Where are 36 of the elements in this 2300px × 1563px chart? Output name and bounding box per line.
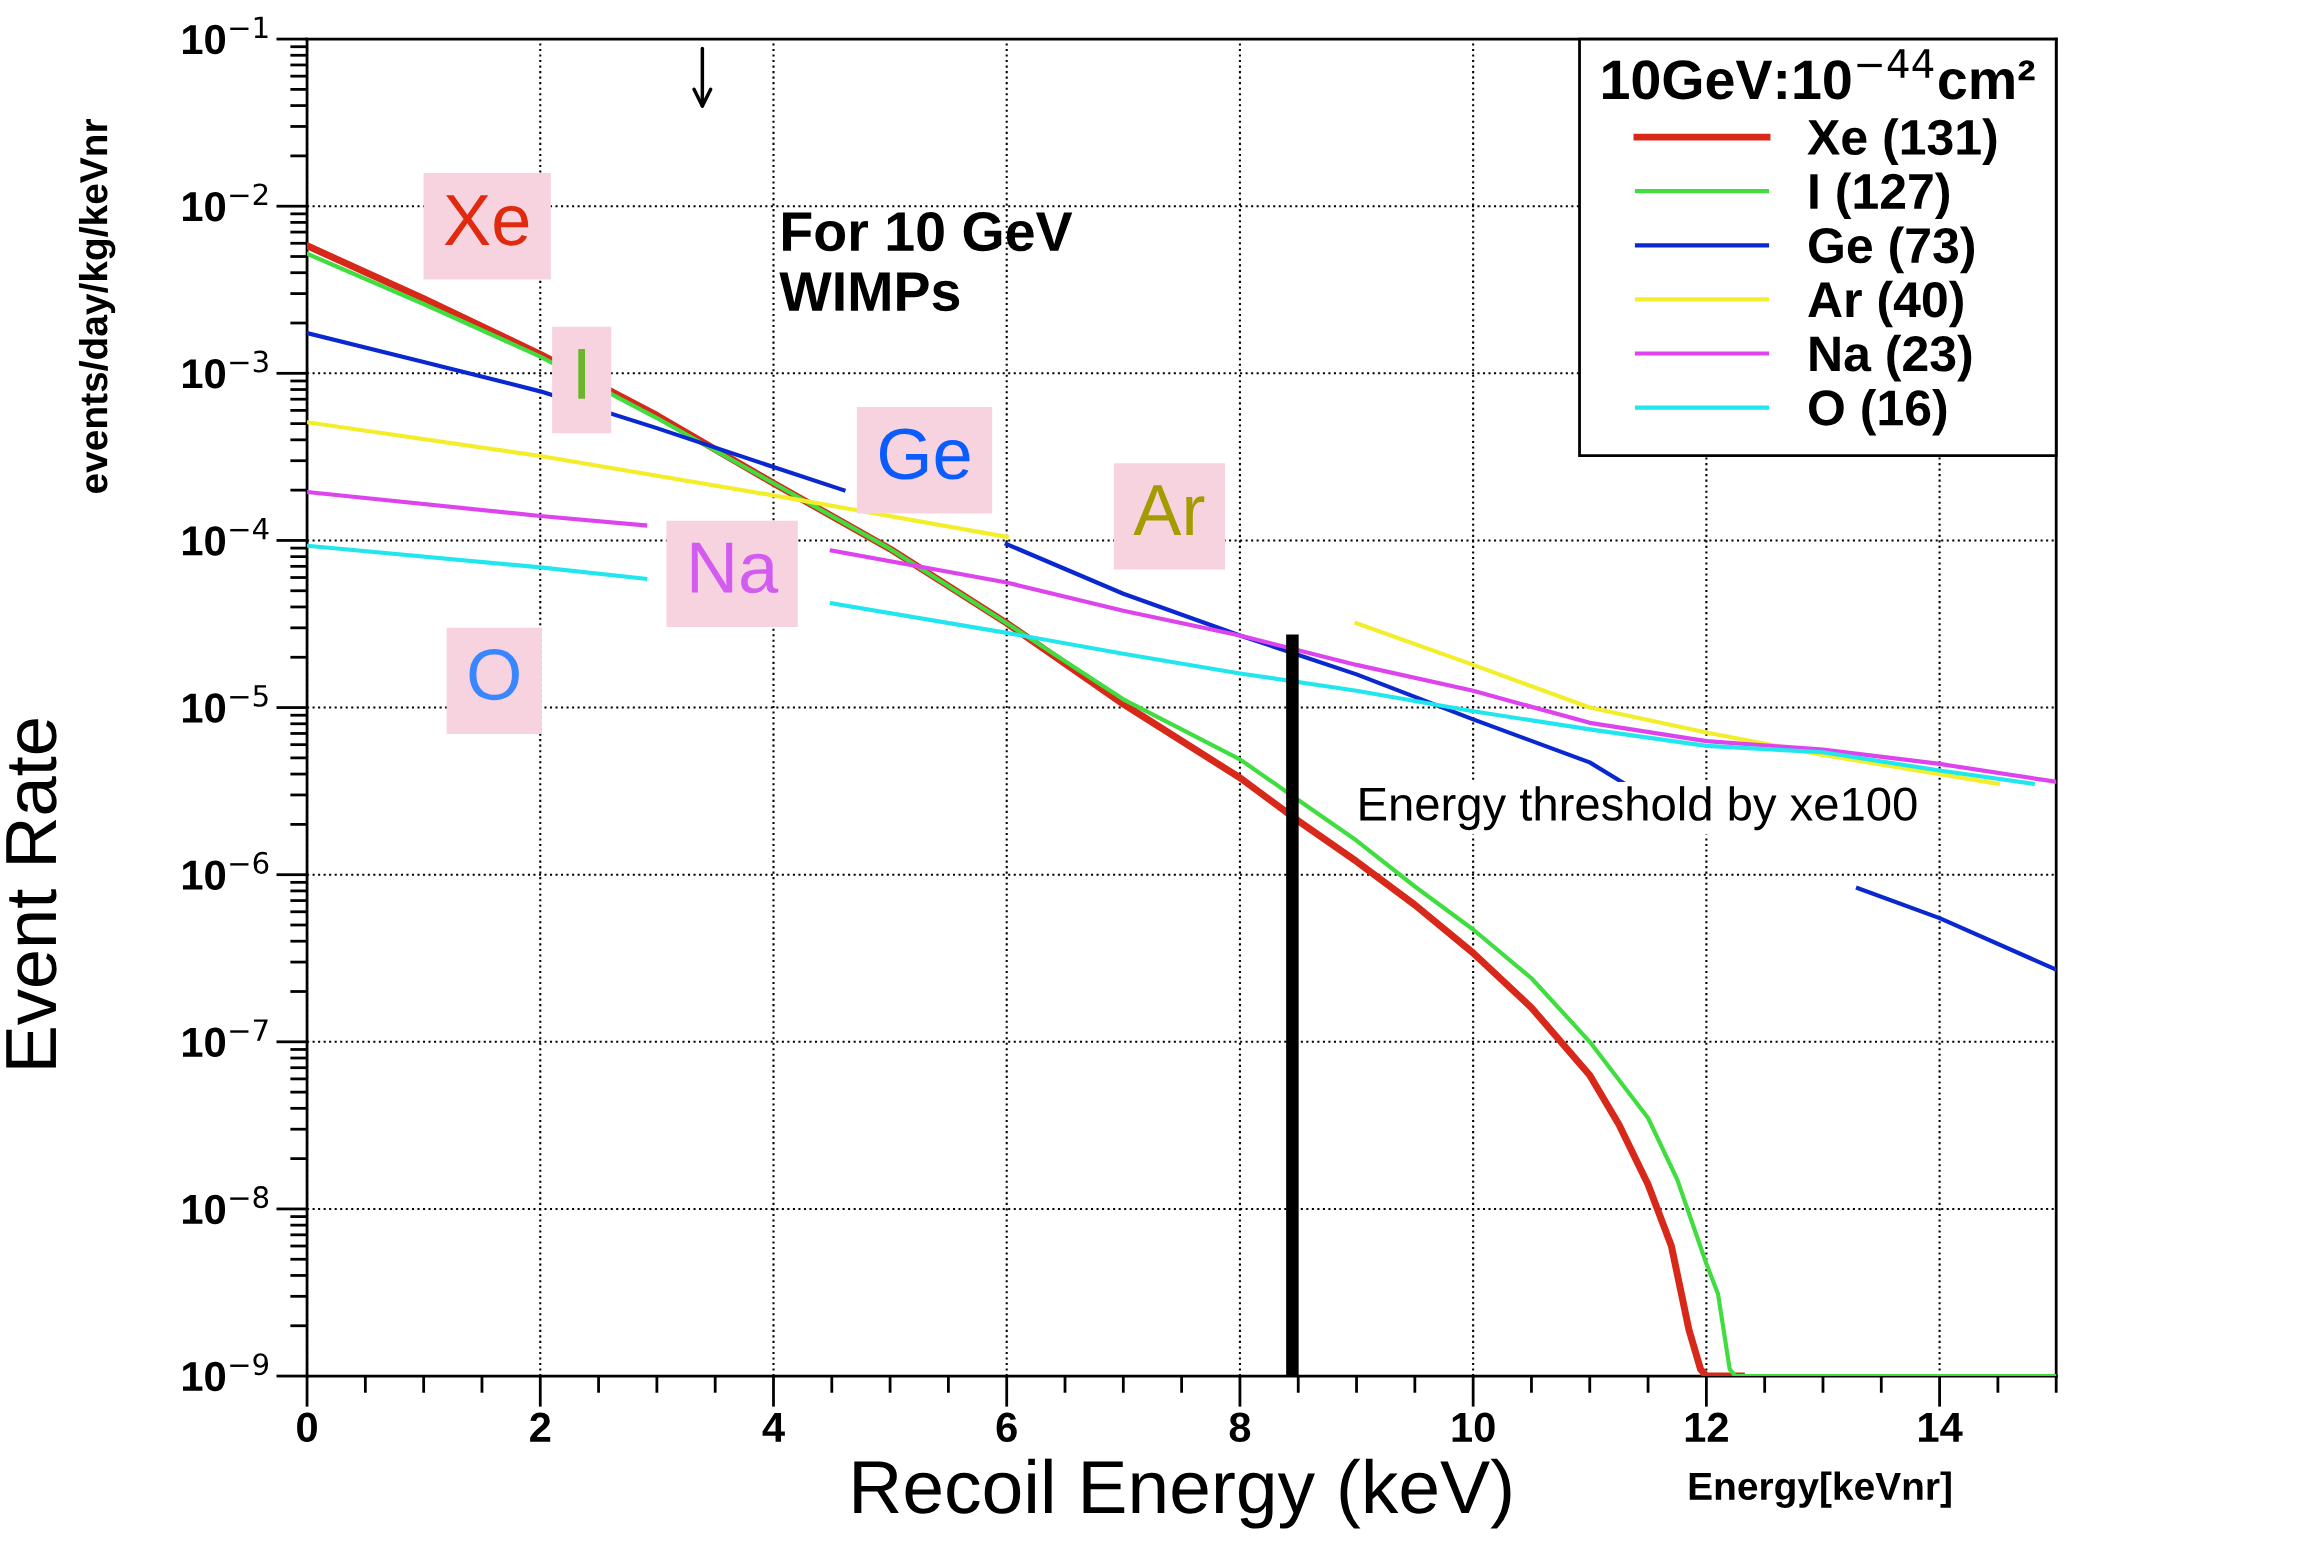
legend-label: Ge (73)	[1809, 226, 1975, 274]
legend-title: 10GeV:10$^{−44}$cm²	[1603, 49, 2035, 100]
y-tick-label: 10$^{−4}$	[183, 518, 269, 556]
y-tick-label: 10$^{−2}$	[183, 183, 268, 222]
annotation: I	[578, 349, 586, 399]
x-tick-label: 4	[762, 1413, 785, 1442]
legend-label: O (16)	[1809, 388, 1947, 436]
text: events/day/kg/keVnr	[78, 118, 116, 493]
x-tick-label: 0	[297, 1412, 317, 1443]
annotation: For 10 GeV WIMPs	[779, 212, 1073, 312]
annotation: Xe	[444, 195, 529, 246]
y-axis-title: Event Rate	[6, 719, 57, 1068]
legend-label: Xe (131)	[1807, 118, 1997, 165]
y-tick-label: 10$^{−3}$	[183, 350, 268, 389]
legend-label: I (127)	[1810, 172, 1950, 220]
legend-label: Ar (40)	[1808, 280, 1963, 328]
annotation: Na	[691, 542, 779, 594]
x-tick-label: 6	[996, 1412, 1017, 1443]
x-tick-label: 10	[1452, 1412, 1495, 1443]
text: Energy[keVnr]	[1689, 1471, 1951, 1508]
y-tick-label: 10$^{−8}$	[183, 1186, 269, 1225]
x-tick-label: 12	[1685, 1412, 1728, 1442]
ref-line-label: Energy threshold by xe100	[1360, 786, 1917, 831]
x-axis-title: Recoil Energy (keV)	[854, 1458, 1511, 1529]
y-tick-label: 10$^{−7}$	[183, 1019, 268, 1058]
y-tick-label: 10$^{−1}$	[183, 16, 268, 55]
x-tick-label: 8	[1229, 1412, 1251, 1443]
x-tick-label: 2	[530, 1412, 551, 1442]
annotation: Ge	[879, 428, 970, 480]
x-tick-label: 14	[1919, 1413, 1963, 1442]
y-tick-label: 10$^{−6}$	[183, 851, 269, 890]
y-tick-label: 10$^{−9}$	[183, 1353, 269, 1392]
legend-label: Na (23)	[1810, 334, 1972, 382]
annotation: O	[469, 649, 519, 701]
y-tick-label: 10$^{−5}$	[183, 685, 268, 723]
annotation: Ar	[1133, 485, 1205, 536]
